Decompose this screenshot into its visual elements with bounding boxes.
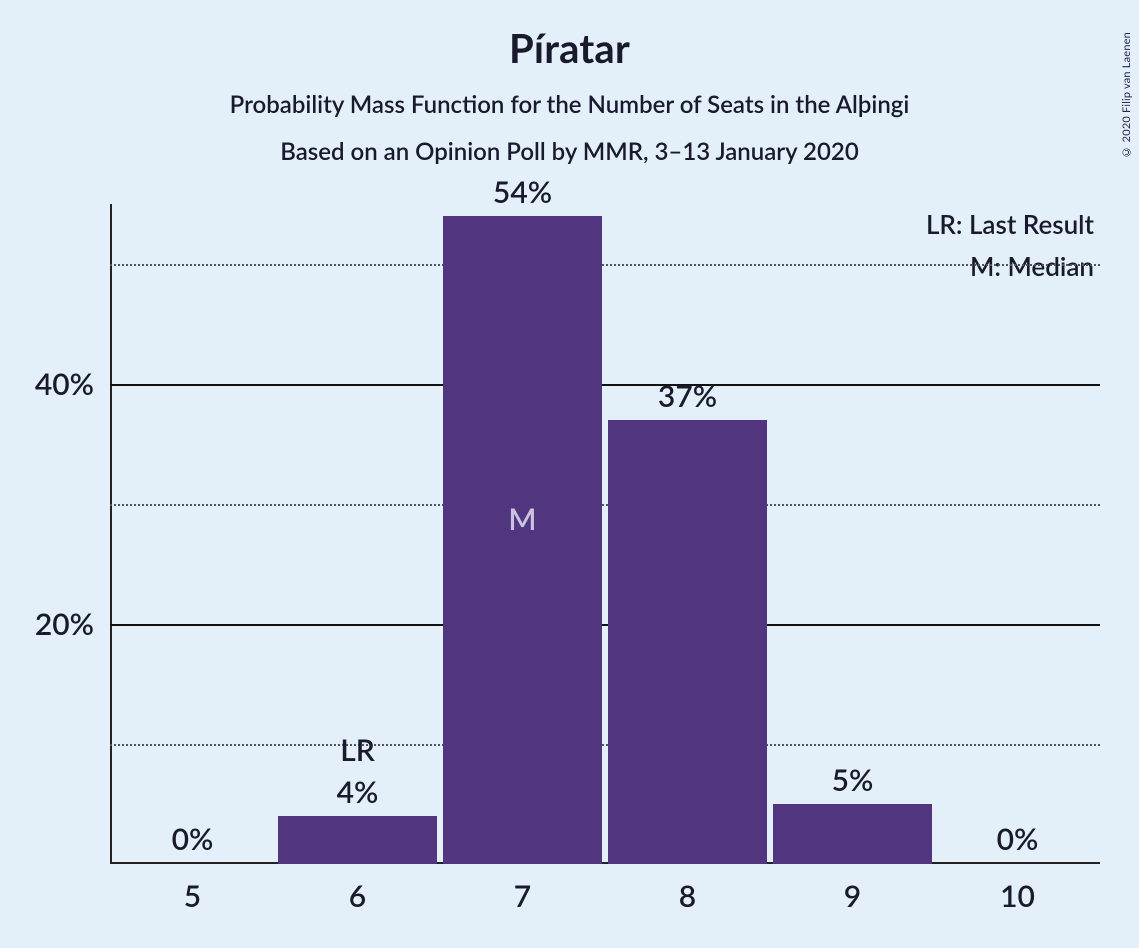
y-tick-label: 20% — [35, 606, 94, 642]
chart-subtitle: Probability Mass Function for the Number… — [0, 90, 1139, 119]
y-tick-label: 40% — [35, 366, 94, 402]
x-tick-label: 7 — [514, 878, 531, 914]
bar: 5% — [773, 804, 931, 864]
bar: 54%M — [443, 216, 601, 864]
bar-value-label: 0% — [172, 821, 214, 857]
plot-area: LR: Last Result M: Median 20%40%0%54%LR6… — [110, 204, 1100, 864]
chart-subtitle2: Based on an Opinion Poll by MMR, 3–13 Ja… — [0, 137, 1139, 166]
x-tick-label: 5 — [184, 878, 201, 914]
legend-lr: LR: Last Result — [926, 204, 1094, 246]
chart-title: Píratar — [0, 24, 1139, 72]
bar-value-label: 5% — [832, 762, 874, 798]
x-tick-label: 8 — [679, 878, 696, 914]
x-tick-label: 6 — [349, 878, 366, 914]
bar-value-label: 4% — [337, 774, 379, 810]
bar: 0% — [113, 863, 271, 864]
x-tick-label: 10 — [1000, 878, 1035, 914]
gridline-major — [110, 384, 1100, 386]
last-result-marker: LR — [340, 732, 375, 768]
bar: 4%LR — [278, 816, 436, 864]
bar: 37% — [608, 420, 766, 864]
legend: LR: Last Result M: Median — [926, 204, 1094, 287]
chart-container: LR: Last Result M: Median 20%40%0%54%LR6… — [0, 194, 1139, 934]
gridline-major — [110, 624, 1100, 626]
y-axis — [110, 204, 112, 864]
bar-value-label: 0% — [997, 821, 1039, 857]
copyright-text: © 2020 Filip van Laenen — [1120, 32, 1133, 159]
gridline-minor — [110, 504, 1100, 506]
bar-value-label: 37% — [658, 378, 717, 414]
bar: 0% — [938, 863, 1096, 864]
gridline-minor — [110, 264, 1100, 266]
median-marker: M — [508, 501, 536, 537]
gridline-minor — [110, 744, 1100, 746]
x-tick-label: 9 — [844, 878, 861, 914]
legend-m: M: Median — [926, 246, 1094, 288]
bar-value-label: 54% — [493, 174, 552, 210]
